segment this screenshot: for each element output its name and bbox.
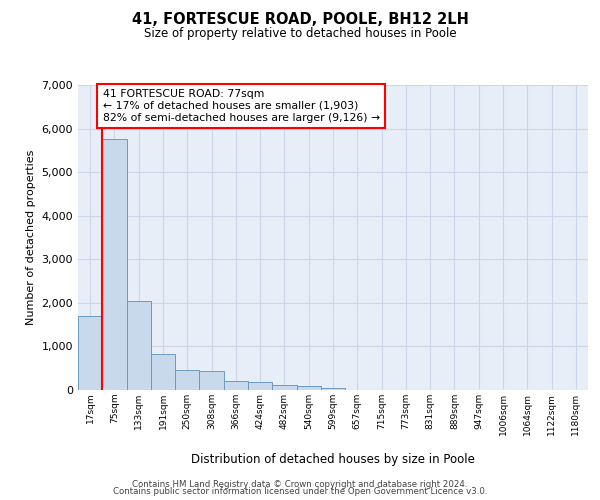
Bar: [127, 300, 151, 390]
Bar: [175, 370, 199, 390]
Bar: [224, 381, 248, 390]
Bar: [248, 382, 272, 390]
Bar: [321, 388, 345, 390]
Bar: [151, 354, 175, 390]
Bar: [199, 372, 224, 390]
Text: Size of property relative to detached houses in Poole: Size of property relative to detached ho…: [143, 28, 457, 40]
Text: 41, FORTESCUE ROAD, POOLE, BH12 2LH: 41, FORTESCUE ROAD, POOLE, BH12 2LH: [131, 12, 469, 28]
Bar: [296, 386, 321, 390]
Text: 41 FORTESCUE ROAD: 77sqm
← 17% of detached houses are smaller (1,903)
82% of sem: 41 FORTESCUE ROAD: 77sqm ← 17% of detach…: [103, 90, 380, 122]
Bar: [78, 316, 102, 390]
Text: Distribution of detached houses by size in Poole: Distribution of detached houses by size …: [191, 452, 475, 466]
Y-axis label: Number of detached properties: Number of detached properties: [26, 150, 36, 325]
Bar: [102, 140, 127, 390]
Text: Contains public sector information licensed under the Open Government Licence v3: Contains public sector information licen…: [113, 487, 487, 496]
Text: Contains HM Land Registry data © Crown copyright and database right 2024.: Contains HM Land Registry data © Crown c…: [132, 480, 468, 489]
Bar: [272, 385, 296, 390]
